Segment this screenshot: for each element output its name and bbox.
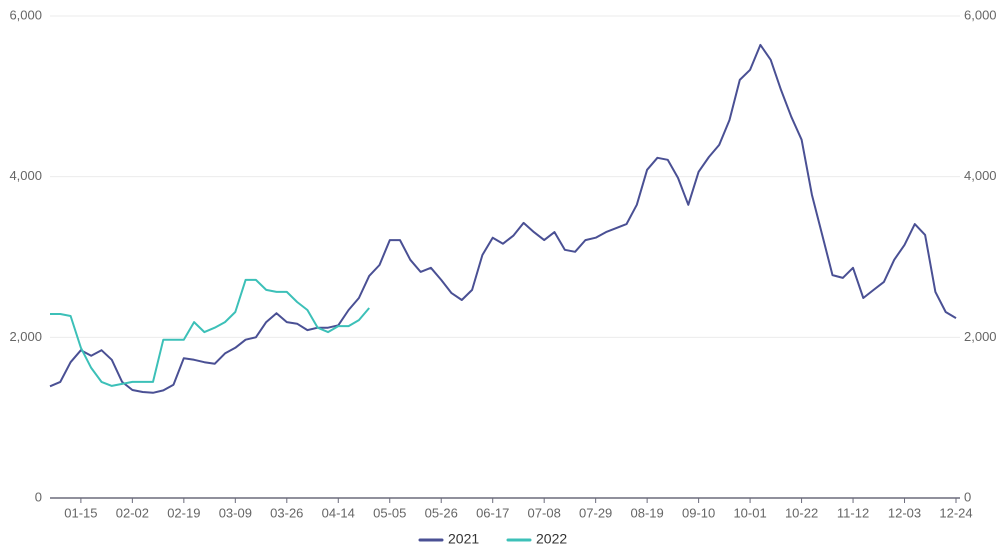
x-tick-label: 01-15 — [64, 505, 97, 520]
y2-tick-label: 0 — [964, 489, 971, 504]
x-tick-label: 02-02 — [116, 505, 149, 520]
x-tick-label: 09-10 — [682, 505, 715, 520]
y-tick-label: 4,000 — [9, 168, 42, 183]
x-tick-label: 12-03 — [888, 505, 921, 520]
x-tick-label: 12-24 — [939, 505, 972, 520]
y2-tick-label: 4,000 — [964, 168, 997, 183]
series-line — [50, 278, 370, 387]
x-tick-label: 10-01 — [733, 505, 766, 520]
x-tick-label: 08-19 — [631, 505, 664, 520]
x-tick-label: 10-22 — [785, 505, 818, 520]
x-tick-label: 03-26 — [270, 505, 303, 520]
x-tick-label: 05-05 — [373, 505, 406, 520]
x-tick-label: 02-19 — [167, 505, 200, 520]
legend-label: 2021 — [448, 531, 479, 547]
x-tick-label: 04-14 — [322, 505, 355, 520]
legend-label: 2022 — [536, 531, 567, 547]
y2-tick-label: 6,000 — [964, 7, 997, 22]
y2-tick-label: 2,000 — [964, 329, 997, 344]
x-tick-label: 11-12 — [837, 505, 869, 520]
y-tick-label: 2,000 — [9, 329, 42, 344]
y-tick-label: 6,000 — [9, 7, 42, 22]
series-line — [49, 43, 957, 394]
y-tick-label: 0 — [35, 489, 42, 504]
x-tick-label: 07-08 — [528, 505, 561, 520]
x-tick-label: 06-17 — [476, 505, 509, 520]
x-tick-label: 03-09 — [219, 505, 252, 520]
x-tick-label: 07-29 — [579, 505, 612, 520]
x-tick-label: 05-26 — [425, 505, 458, 520]
